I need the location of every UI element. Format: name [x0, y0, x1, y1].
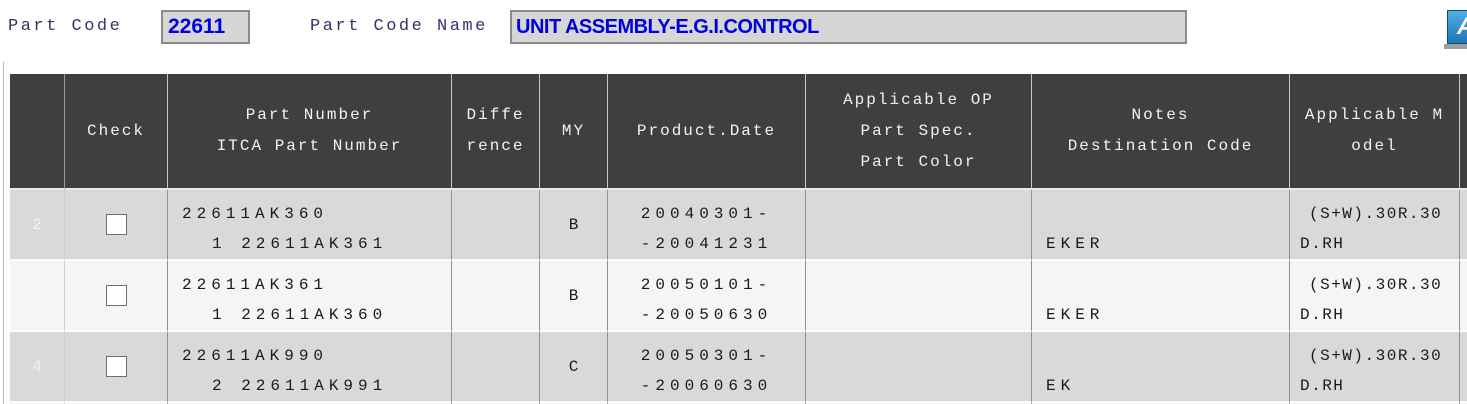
header-clipped-column	[1460, 74, 1467, 190]
itca-part-number: 1 22611AK361	[212, 235, 388, 253]
parts-table-wrap: Check Part Number ITCA Part Number Diffe…	[10, 74, 1467, 404]
row-checkbox[interactable]	[105, 356, 127, 377]
product-date-to: -20060630	[640, 377, 773, 395]
part-number: 22611AK360	[182, 205, 329, 223]
itca-part-number: 1 22611AK360	[212, 306, 388, 324]
product-date-from: 20040301-	[640, 205, 773, 223]
applicable-model: D.RH	[1300, 377, 1345, 395]
product-date-to: -20041231	[640, 235, 773, 253]
clipped-cell	[1460, 261, 1467, 332]
notes-cell: EKER	[1032, 261, 1290, 332]
applicable-model-cell: (S+W).30R.30 D.RH	[1290, 190, 1460, 261]
product-date-cell: 20050101- -20050630	[608, 261, 806, 332]
applicable-op-cell	[806, 261, 1032, 332]
applicable-op-cell	[806, 332, 1032, 403]
notes-cell: EKER	[1032, 190, 1290, 261]
parts-table: Check Part Number ITCA Part Number Diffe…	[10, 74, 1467, 404]
part-number-cell: 22611AK990 2 22611AK991	[168, 332, 452, 403]
table-row: 2 22611AK360 1 22611AK361 B 20040301- -2…	[10, 190, 1467, 261]
header-product-date: Product.Date	[608, 74, 806, 190]
table-row: 3 22611AK361 1 22611AK360 B 20050101- -2…	[10, 261, 1467, 332]
applicable-model: D.RH	[1300, 306, 1345, 324]
table-row: 4 22611AK990 2 22611AK991 C 20050301- -2…	[10, 332, 1467, 403]
part-code-name-field[interactable]: UNIT ASSEMBLY-E.G.I.CONTROL	[510, 10, 1187, 44]
partial-action-button[interactable]: A	[1447, 10, 1467, 44]
left-panel-border	[3, 62, 4, 404]
product-date-to: -20050630	[640, 306, 773, 324]
top-bar: Part Code 22611 Part Code Name UNIT ASSE…	[0, 0, 1467, 64]
part-code-field[interactable]: 22611	[161, 10, 250, 44]
button-shadow	[1444, 44, 1467, 49]
row-number-cell: 4	[10, 332, 65, 403]
header-notes: Notes Destination Code	[1032, 74, 1290, 190]
product-date-from: 20050301-	[640, 347, 773, 365]
part-code-label: Part Code	[8, 17, 123, 36]
notes-cell: EK	[1032, 332, 1290, 403]
part-number: 22611AK990	[182, 347, 329, 365]
difference-cell	[452, 190, 540, 261]
applicable-model: (S+W).30R.30	[1309, 205, 1443, 223]
part-number-cell: 22611AK360 1 22611AK361	[168, 190, 452, 261]
itca-part-number: 2 22611AK991	[212, 377, 388, 395]
difference-cell	[452, 261, 540, 332]
row-checkbox[interactable]	[105, 285, 127, 306]
difference-cell	[452, 332, 540, 403]
applicable-model-cell: (S+W).30R.30 D.RH	[1290, 332, 1460, 403]
applicable-model-cell: (S+W).30R.30 D.RH	[1290, 261, 1460, 332]
my-cell: B	[540, 261, 608, 332]
part-number-cell: 22611AK361 1 22611AK360	[168, 261, 452, 332]
applicable-model: D.RH	[1300, 235, 1345, 253]
row-number-cell: 3	[10, 261, 65, 332]
product-date-cell: 20050301- -20060630	[608, 332, 806, 403]
destination-code: EKER	[1046, 235, 1105, 253]
check-cell	[65, 261, 168, 332]
header-applicable-op: Applicable OP Part Spec. Part Color	[806, 74, 1032, 190]
row-number-cell: 2	[10, 190, 65, 261]
header-row-number	[10, 74, 65, 190]
table-header-row: Check Part Number ITCA Part Number Diffe…	[10, 74, 1467, 190]
header-applicable-model: Applicable M odel	[1290, 74, 1460, 190]
header-my: MY	[540, 74, 608, 190]
check-cell	[65, 332, 168, 403]
clipped-cell	[1460, 332, 1467, 403]
row-checkbox[interactable]	[105, 214, 127, 235]
applicable-model: (S+W).30R.30	[1309, 347, 1443, 365]
part-number: 22611AK361	[182, 276, 329, 294]
header-difference: Diffe rence	[452, 74, 540, 190]
check-cell	[65, 190, 168, 261]
clipped-cell	[1460, 190, 1467, 261]
destination-code: EK	[1046, 377, 1076, 395]
product-date-cell: 20040301- -20041231	[608, 190, 806, 261]
destination-code: EKER	[1046, 306, 1105, 324]
product-date-from: 20050101-	[640, 276, 773, 294]
part-code-name-label: Part Code Name	[310, 17, 488, 36]
header-check: Check	[65, 74, 168, 190]
applicable-model: (S+W).30R.30	[1309, 276, 1443, 294]
partial-action-button-wrap: A	[1444, 10, 1467, 49]
my-cell: C	[540, 332, 608, 403]
my-cell: B	[540, 190, 608, 261]
applicable-op-cell	[806, 190, 1032, 261]
header-part-number: Part Number ITCA Part Number	[168, 74, 452, 190]
